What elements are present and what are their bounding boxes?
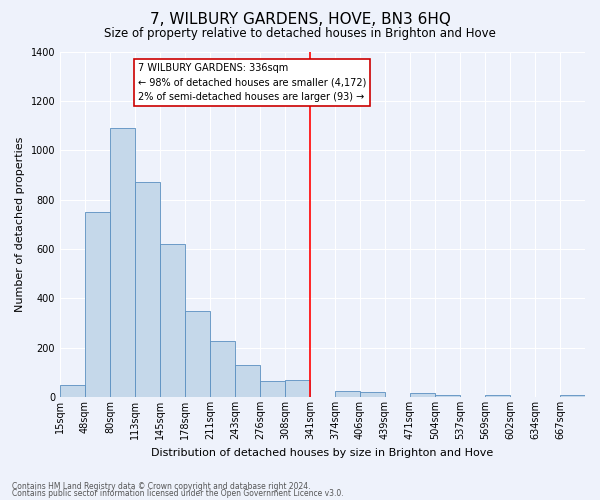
Bar bbox=[85, 212, 110, 397]
Text: 7, WILBURY GARDENS, HOVE, BN3 6HQ: 7, WILBURY GARDENS, HOVE, BN3 6HQ bbox=[149, 12, 451, 28]
Bar bbox=[260, 381, 285, 397]
Bar bbox=[135, 182, 160, 397]
Bar bbox=[210, 342, 235, 397]
Bar bbox=[435, 394, 460, 397]
Text: 7 WILBURY GARDENS: 336sqm
← 98% of detached houses are smaller (4,172)
2% of sem: 7 WILBURY GARDENS: 336sqm ← 98% of detac… bbox=[137, 62, 366, 102]
Text: Contains public sector information licensed under the Open Government Licence v3: Contains public sector information licen… bbox=[12, 489, 344, 498]
Bar bbox=[160, 244, 185, 397]
Text: Contains HM Land Registry data © Crown copyright and database right 2024.: Contains HM Land Registry data © Crown c… bbox=[12, 482, 311, 491]
Bar bbox=[360, 392, 385, 397]
Bar bbox=[110, 128, 135, 397]
Bar bbox=[560, 394, 585, 397]
Bar bbox=[235, 365, 260, 397]
Text: Size of property relative to detached houses in Brighton and Hove: Size of property relative to detached ho… bbox=[104, 28, 496, 40]
X-axis label: Distribution of detached houses by size in Brighton and Hove: Distribution of detached houses by size … bbox=[151, 448, 494, 458]
Bar bbox=[185, 310, 210, 397]
Bar bbox=[410, 394, 435, 397]
Bar bbox=[60, 384, 85, 397]
Bar bbox=[335, 391, 360, 397]
Bar bbox=[485, 394, 510, 397]
Bar bbox=[285, 380, 310, 397]
Y-axis label: Number of detached properties: Number of detached properties bbox=[15, 136, 25, 312]
